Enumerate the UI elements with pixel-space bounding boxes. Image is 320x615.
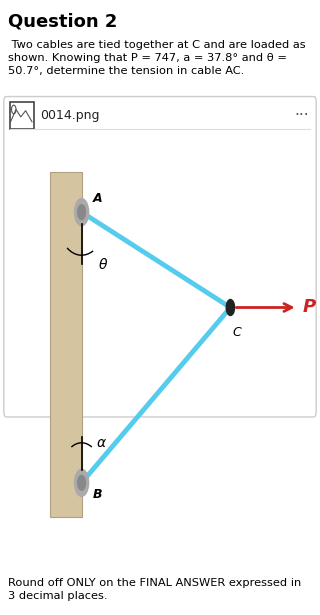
Text: ···: ··· bbox=[294, 108, 309, 123]
Text: Question 2: Question 2 bbox=[8, 12, 117, 30]
Text: Two cables are tied together at C and are loaded as
shown. Knowing that P = 747,: Two cables are tied together at C and ar… bbox=[8, 40, 306, 76]
Circle shape bbox=[75, 469, 89, 496]
Text: P: P bbox=[302, 298, 316, 317]
Circle shape bbox=[78, 475, 85, 490]
Text: $\alpha$: $\alpha$ bbox=[96, 436, 107, 450]
Text: 0014.png: 0014.png bbox=[40, 109, 100, 122]
Text: B: B bbox=[93, 488, 102, 501]
Bar bbox=[50, 172, 82, 517]
Circle shape bbox=[78, 205, 85, 220]
Text: A: A bbox=[93, 192, 102, 205]
Circle shape bbox=[226, 300, 235, 315]
Text: C: C bbox=[232, 326, 241, 339]
FancyBboxPatch shape bbox=[10, 102, 34, 129]
Text: $\theta$: $\theta$ bbox=[98, 257, 108, 272]
Text: Round off ONLY on the FINAL ANSWER expressed in
3 decimal places.: Round off ONLY on the FINAL ANSWER expre… bbox=[8, 578, 301, 601]
FancyBboxPatch shape bbox=[4, 97, 316, 417]
Circle shape bbox=[75, 199, 89, 226]
